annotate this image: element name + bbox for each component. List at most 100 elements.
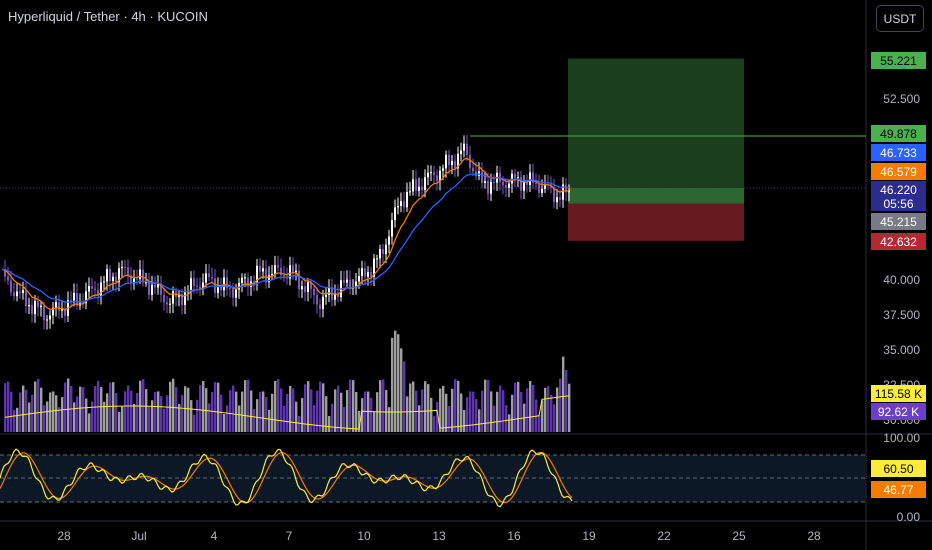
candle-body (475, 171, 477, 177)
volume-bar (313, 405, 316, 432)
candle-body (445, 154, 447, 169)
volume-bar (562, 356, 565, 432)
volume-bar (262, 391, 265, 432)
candle-body (379, 249, 381, 259)
candle-body (337, 293, 339, 298)
volume-bar (445, 393, 448, 432)
volume-bar (349, 379, 352, 432)
candle-body (133, 278, 135, 284)
volume-bar (454, 379, 457, 432)
volume-bar (112, 382, 115, 432)
candle-body (229, 288, 231, 290)
loss-zone (568, 203, 744, 241)
volume-bar (268, 409, 271, 432)
candle-body (373, 258, 375, 277)
candle-body (295, 270, 297, 273)
volume-bar (76, 396, 79, 432)
candle-body (502, 181, 504, 186)
volume-bar (193, 414, 196, 432)
volume-bar (142, 379, 145, 432)
candle-body (268, 275, 270, 283)
candle-body (484, 181, 486, 183)
volume-bar (319, 381, 322, 432)
candle-body (148, 282, 150, 295)
currency-button[interactable]: USDT (876, 5, 924, 32)
time-tick: 4 (210, 529, 218, 543)
candle-body (298, 270, 300, 290)
volume-bar (118, 412, 121, 432)
volume-bar (163, 408, 166, 432)
candle-body (274, 265, 276, 275)
candle-body (481, 171, 483, 183)
candle-body (172, 291, 174, 304)
candle-body (55, 302, 57, 308)
volume-bar (43, 405, 46, 432)
candle-body (415, 179, 417, 191)
volume-bar (532, 384, 535, 432)
stoch-d-badge: 46.77 (871, 481, 926, 498)
volume-bar (388, 407, 391, 432)
volume-bar (310, 389, 313, 432)
candle-body (427, 172, 429, 178)
volume-bar (316, 390, 319, 432)
ema-fast-badge: 46.579 (871, 163, 926, 180)
volume-bar (511, 394, 514, 432)
candle-body (307, 282, 309, 293)
candle-body (367, 272, 369, 277)
volume-bar (37, 378, 40, 432)
entry-price-badge: 45.215 (871, 213, 926, 230)
volume-bar (166, 395, 169, 432)
volume-bar (451, 388, 454, 432)
volume-bar (274, 380, 277, 432)
candle-body (127, 267, 129, 276)
volume-bar (379, 380, 382, 432)
volume-bar (283, 405, 286, 432)
volume-bar (7, 381, 10, 432)
candle-body (463, 143, 465, 151)
candle-body (109, 269, 111, 281)
volume-bar (568, 383, 571, 432)
stoch-d-line (0, 451, 573, 504)
candle-body (292, 265, 294, 273)
candle-body (559, 197, 561, 200)
candle-body (556, 197, 558, 203)
candle-body (241, 277, 243, 283)
volume-bar (526, 388, 529, 432)
volume-bar (433, 416, 436, 432)
volume-bar (400, 348, 403, 432)
open-pnl-zone (568, 188, 744, 204)
candle-body (520, 177, 522, 191)
volume-bar (136, 393, 139, 432)
volume-bar (277, 379, 280, 432)
candle-body (184, 291, 186, 305)
candle-body (529, 172, 531, 185)
candle-body (262, 268, 264, 272)
volume-bar (115, 393, 118, 432)
stoch-tick: 0.00 (896, 510, 920, 524)
candle-body (253, 281, 255, 283)
candle-body (541, 188, 543, 193)
volume-bar (151, 400, 154, 432)
price-tick: 52.500 (883, 92, 920, 106)
candle-body (514, 173, 516, 179)
volume-bar (541, 400, 544, 432)
volume-bar (100, 387, 103, 432)
volume-bar (487, 380, 490, 432)
volume-bar (247, 379, 250, 432)
time-tick: 22 (657, 529, 671, 543)
volume-bar (109, 382, 112, 432)
candle-body (466, 143, 468, 155)
volume-bar (481, 390, 484, 432)
volume-ma-badge: 115.58 K (871, 385, 926, 402)
symbol-title[interactable]: Hyperliquid / Tether · 4h · KUCOIN (8, 9, 208, 24)
price-tick: 40.000 (883, 273, 920, 287)
volume-bar (529, 380, 532, 432)
candle-body (7, 276, 9, 281)
candle-body (169, 303, 171, 305)
candle-body (388, 236, 390, 245)
volume-bar (226, 405, 229, 432)
candle-body (346, 279, 348, 283)
volume-bar (550, 394, 553, 432)
candle-body (19, 291, 21, 294)
